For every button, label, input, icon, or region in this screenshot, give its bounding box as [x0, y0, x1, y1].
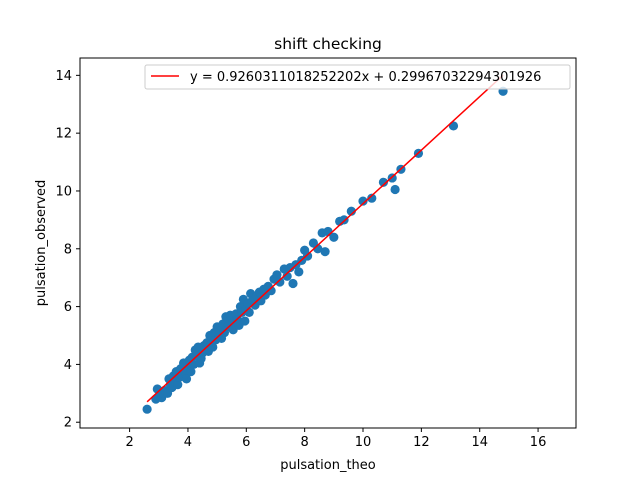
scatter-point	[302, 251, 313, 261]
legend-entry-fit: y = 0.9260311018252202x + 0.299670322943…	[190, 70, 541, 85]
legend: y = 0.9260311018252202x + 0.299670322943…	[144, 64, 571, 90]
y-tick-label: 4	[64, 358, 72, 373]
x-tick-label: 8	[301, 435, 309, 450]
chart-title: shift checking	[274, 35, 382, 53]
plot-area	[142, 74, 508, 414]
x-tick-label: 2	[125, 435, 133, 450]
scatter-point	[208, 342, 218, 352]
x-tick-label: 4	[184, 435, 192, 450]
scatter-point	[272, 270, 282, 280]
scatter-point	[288, 278, 298, 289]
x-tick-label: 10	[355, 435, 372, 450]
scatter-point	[240, 316, 250, 326]
scatter-point	[275, 277, 285, 287]
scatter-point	[282, 271, 292, 281]
x-tick-label: 6	[242, 435, 250, 450]
x-axis-ticks: 2 4 6 8 10 12 14 16	[125, 428, 546, 450]
scatter-point	[244, 307, 254, 317]
scatter-point	[378, 177, 389, 187]
legend-box	[144, 64, 571, 90]
y-tick-label: 10	[55, 184, 72, 199]
y-tick-label: 12	[55, 127, 72, 142]
x-axis-label: pulsation_theo	[280, 458, 376, 473]
scatter-point	[142, 404, 152, 414]
y-axis-ticks: 2 4 6 8 10 12 14	[55, 69, 80, 431]
y-tick-label: 8	[64, 242, 72, 257]
scatter-point	[320, 247, 330, 257]
scatter-point	[358, 196, 368, 206]
x-tick-label: 14	[471, 435, 488, 450]
y-tick-label: 6	[64, 300, 72, 315]
scatter-point	[390, 184, 400, 195]
y-axis-label: pulsation_observed	[34, 180, 49, 307]
scatter-point	[294, 267, 304, 277]
x-tick-label: 12	[413, 435, 430, 450]
fit-line	[146, 74, 504, 403]
scatter-point	[339, 215, 349, 225]
scatter-point	[173, 380, 183, 390]
y-tick-label: 2	[64, 416, 72, 431]
scatter-point	[346, 206, 356, 216]
scatter-point	[181, 374, 192, 384]
scatter-point	[266, 286, 276, 296]
scatter-point	[367, 193, 377, 203]
y-tick-label: 14	[55, 69, 72, 84]
scatter-point	[329, 232, 339, 242]
scatter-point	[186, 367, 196, 377]
x-tick-label: 16	[530, 435, 547, 450]
axes-frame	[79, 57, 577, 429]
